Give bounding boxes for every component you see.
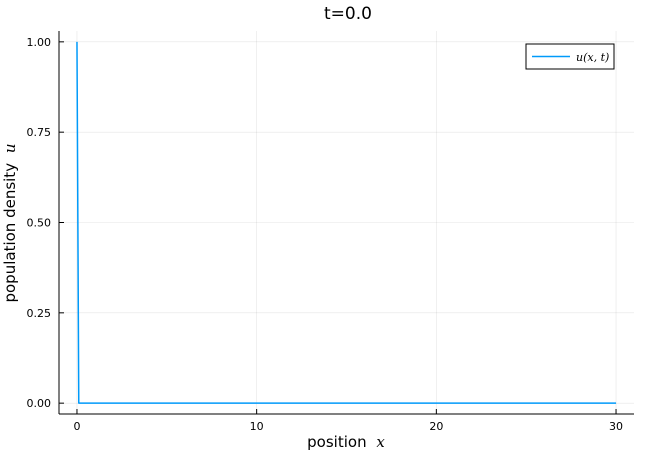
grid-lines bbox=[59, 31, 634, 414]
x-tick-label: 0 bbox=[73, 420, 80, 433]
y-axis-label: population density u bbox=[1, 143, 19, 302]
ticks: 0 10 20 30 0.00 0.25 0.50 0.75 1.00 bbox=[27, 36, 624, 433]
x-tick-label: 10 bbox=[250, 420, 264, 433]
plot-area bbox=[59, 31, 634, 414]
y-tick-label: 1.00 bbox=[27, 36, 52, 49]
x-axis-label: position x bbox=[307, 433, 385, 451]
y-tick-label: 0.00 bbox=[27, 397, 52, 410]
y-tick-label: 0.75 bbox=[27, 126, 52, 139]
series-layer bbox=[76, 41, 617, 404]
y-axis-label-text: population density bbox=[1, 163, 19, 303]
x-axis-label-text: position bbox=[307, 433, 366, 451]
y-tick-label: 0.50 bbox=[27, 217, 52, 230]
legend-label: u(x, t) bbox=[576, 51, 609, 64]
y-tick-label: 0.25 bbox=[27, 307, 52, 320]
x-tick-label: 20 bbox=[429, 420, 443, 433]
x-axis-label-math: x bbox=[376, 433, 385, 451]
y-axis-label-math: u bbox=[1, 143, 19, 153]
x-tick-label: 30 bbox=[609, 420, 623, 433]
chart-title: t=0.0 bbox=[324, 4, 372, 24]
legend: u(x, t) bbox=[525, 43, 615, 70]
series-line bbox=[76, 41, 617, 404]
